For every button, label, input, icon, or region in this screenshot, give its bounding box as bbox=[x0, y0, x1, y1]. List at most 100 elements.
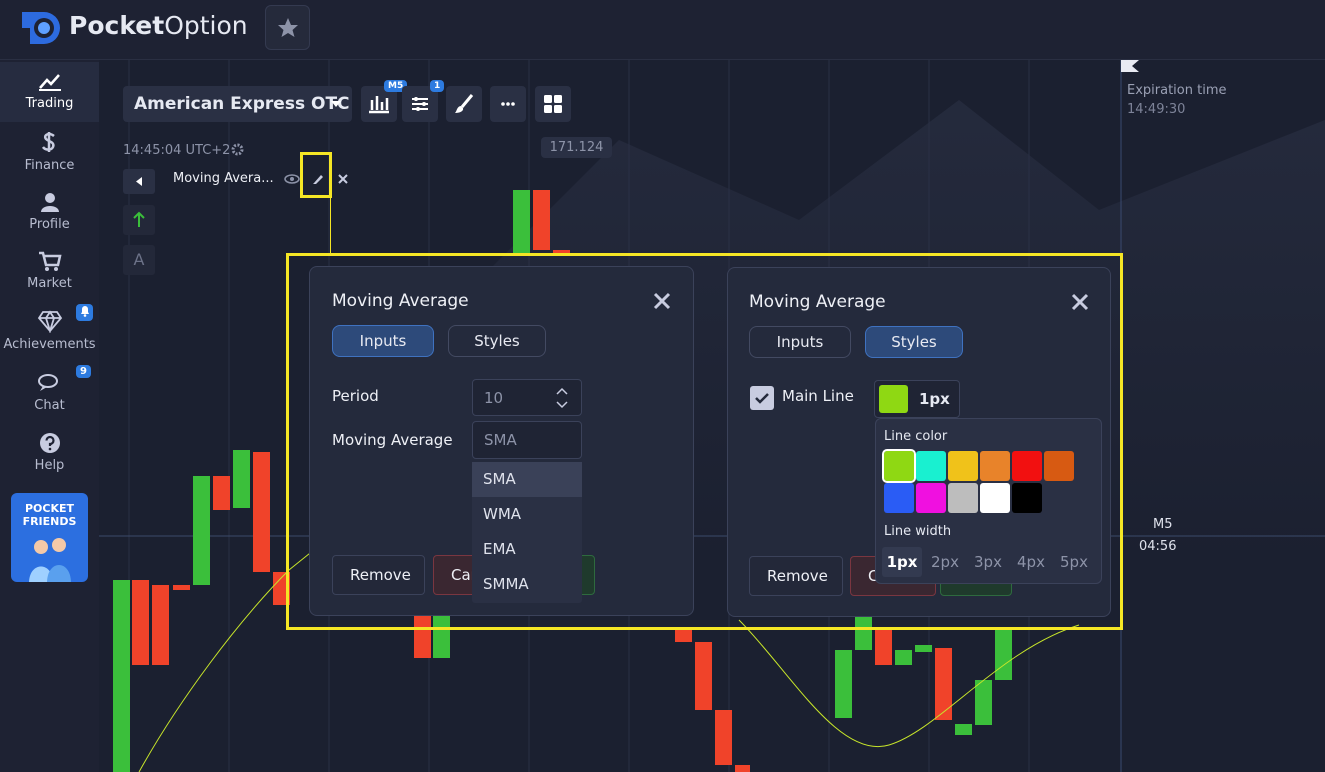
width-value: 1px bbox=[919, 390, 950, 408]
nav-achievements[interactable]: Achievements bbox=[0, 309, 99, 352]
width-option[interactable]: 3px bbox=[974, 553, 1002, 571]
dialog-title: Moving Average bbox=[332, 291, 469, 311]
expiration-time: 14:49:30 bbox=[1127, 102, 1186, 117]
close-button[interactable] bbox=[653, 292, 671, 310]
promo-text: POCKET FRIENDS bbox=[22, 502, 77, 528]
tab-styles[interactable]: Styles bbox=[865, 326, 963, 358]
main-line-label: Main Line bbox=[782, 387, 854, 405]
nav-chat[interactable]: Chat bbox=[0, 372, 99, 413]
collapse-button[interactable] bbox=[123, 169, 155, 194]
inputs-dialog: Moving Average Inputs Styles Period 10 M… bbox=[309, 266, 694, 616]
tab-inputs[interactable]: Inputs bbox=[332, 325, 434, 357]
line-color-label: Line color bbox=[884, 429, 948, 444]
nav-label: Profile bbox=[29, 217, 70, 232]
dropdown-option[interactable]: WMA bbox=[483, 505, 522, 523]
header: PocketOption bbox=[0, 0, 1325, 60]
indicator-label: Moving Avera... bbox=[173, 171, 274, 186]
clock: 14:45:04 UTC+2 bbox=[123, 143, 231, 158]
color-swatch[interactable] bbox=[1044, 451, 1074, 481]
color-swatch[interactable] bbox=[916, 451, 946, 481]
dialog-title: Moving Average bbox=[749, 292, 886, 312]
expiration-label: Expiration time bbox=[1127, 83, 1227, 98]
color-swatch[interactable] bbox=[884, 483, 914, 513]
width-option[interactable]: 4px bbox=[1017, 553, 1045, 571]
dropdown-option[interactable]: SMA bbox=[472, 462, 582, 497]
layout-button[interactable] bbox=[535, 86, 571, 122]
period-value: 10 bbox=[484, 389, 504, 407]
indicators-badge: 1 bbox=[430, 80, 445, 92]
nav-finance[interactable]: Finance bbox=[0, 130, 99, 173]
nav-profile[interactable]: Profile bbox=[0, 191, 99, 232]
width-option[interactable]: 5px bbox=[1060, 553, 1088, 571]
settings-icon[interactable] bbox=[231, 143, 244, 156]
field-label: Moving Average bbox=[332, 431, 453, 449]
dropdown-option[interactable]: SMMA bbox=[483, 575, 529, 593]
logo-icon bbox=[22, 12, 60, 44]
color-swatch[interactable] bbox=[1012, 483, 1042, 513]
favorites-button[interactable] bbox=[265, 5, 310, 50]
more-button[interactable] bbox=[490, 86, 526, 122]
brand-light: Option bbox=[164, 11, 248, 40]
color-swatch[interactable] bbox=[980, 483, 1010, 513]
asset-selector[interactable]: American Express OTC bbox=[123, 86, 352, 122]
color-swatch[interactable] bbox=[980, 451, 1010, 481]
color-swatch[interactable] bbox=[882, 449, 916, 483]
styles-dialog: Moving Average Inputs Styles Main Line 1… bbox=[727, 267, 1111, 617]
active-item-bg bbox=[0, 62, 99, 122]
nav-label: Finance bbox=[24, 158, 75, 173]
width-option[interactable]: 1px bbox=[882, 547, 922, 577]
nav-trading[interactable]: Trading bbox=[0, 70, 99, 111]
period-input[interactable]: 10 bbox=[472, 379, 582, 416]
color-swatch[interactable] bbox=[1012, 451, 1042, 481]
brand-bold: Pocket bbox=[69, 11, 165, 40]
achievements-badge bbox=[76, 304, 93, 321]
timeframe-label: M5 bbox=[1153, 517, 1173, 532]
timeframe-badge: M5 bbox=[384, 80, 408, 92]
remove-button[interactable]: Remove bbox=[332, 555, 425, 595]
price-label: 171.124 bbox=[541, 137, 612, 158]
nav-market[interactable]: Market bbox=[0, 250, 99, 291]
up-button[interactable] bbox=[123, 205, 155, 235]
indicators-button[interactable] bbox=[402, 86, 438, 122]
countdown: 04:56 bbox=[1139, 539, 1177, 554]
timeframe-button[interactable] bbox=[361, 86, 397, 122]
expiration-flag bbox=[1121, 60, 1139, 72]
nav-label: Trading bbox=[25, 96, 74, 111]
promo-banner[interactable]: POCKET FRIENDS bbox=[11, 493, 88, 582]
candles bbox=[113, 190, 1012, 772]
asset-name: American Express OTC bbox=[134, 94, 350, 114]
chat-badge: 9 bbox=[76, 365, 91, 378]
main-line-checkbox[interactable] bbox=[750, 386, 774, 410]
type-value: SMA bbox=[484, 431, 517, 449]
nav-help[interactable]: Help bbox=[0, 432, 99, 473]
highlight-connector bbox=[330, 197, 331, 254]
remove-button[interactable]: Remove bbox=[749, 556, 843, 596]
type-select[interactable]: SMA bbox=[472, 421, 582, 459]
style-popover: Line color Line width 1px 2px 3px 4px 5p… bbox=[875, 418, 1102, 584]
dropdown-option[interactable]: EMA bbox=[483, 540, 516, 558]
color-swatch[interactable] bbox=[916, 483, 946, 513]
color-preview bbox=[879, 385, 908, 413]
text-tool[interactable]: A bbox=[123, 245, 155, 275]
field-label: Period bbox=[332, 387, 379, 405]
indicator-controls[interactable] bbox=[284, 172, 354, 186]
highlight-dialogs bbox=[286, 253, 1123, 630]
color-swatch[interactable] bbox=[948, 451, 978, 481]
nav-label: Chat bbox=[34, 398, 65, 413]
line-style-button[interactable]: 1px bbox=[874, 380, 960, 418]
drawing-button[interactable] bbox=[446, 86, 482, 122]
type-dropdown: SMA WMA EMA SMMA bbox=[472, 462, 582, 603]
line-width-label: Line width bbox=[884, 524, 952, 539]
nav-label: Achievements bbox=[3, 337, 96, 352]
close-button[interactable] bbox=[1071, 293, 1089, 311]
color-swatch[interactable] bbox=[948, 483, 978, 513]
sidebar: Trading Finance Profile Market Achieveme… bbox=[0, 60, 99, 772]
tab-styles[interactable]: Styles bbox=[448, 325, 546, 357]
tab-inputs[interactable]: Inputs bbox=[749, 326, 851, 358]
brand: PocketOption bbox=[69, 11, 248, 40]
width-option[interactable]: 2px bbox=[931, 553, 959, 571]
nav-label: Market bbox=[27, 276, 72, 291]
highlight-edit bbox=[300, 152, 332, 198]
